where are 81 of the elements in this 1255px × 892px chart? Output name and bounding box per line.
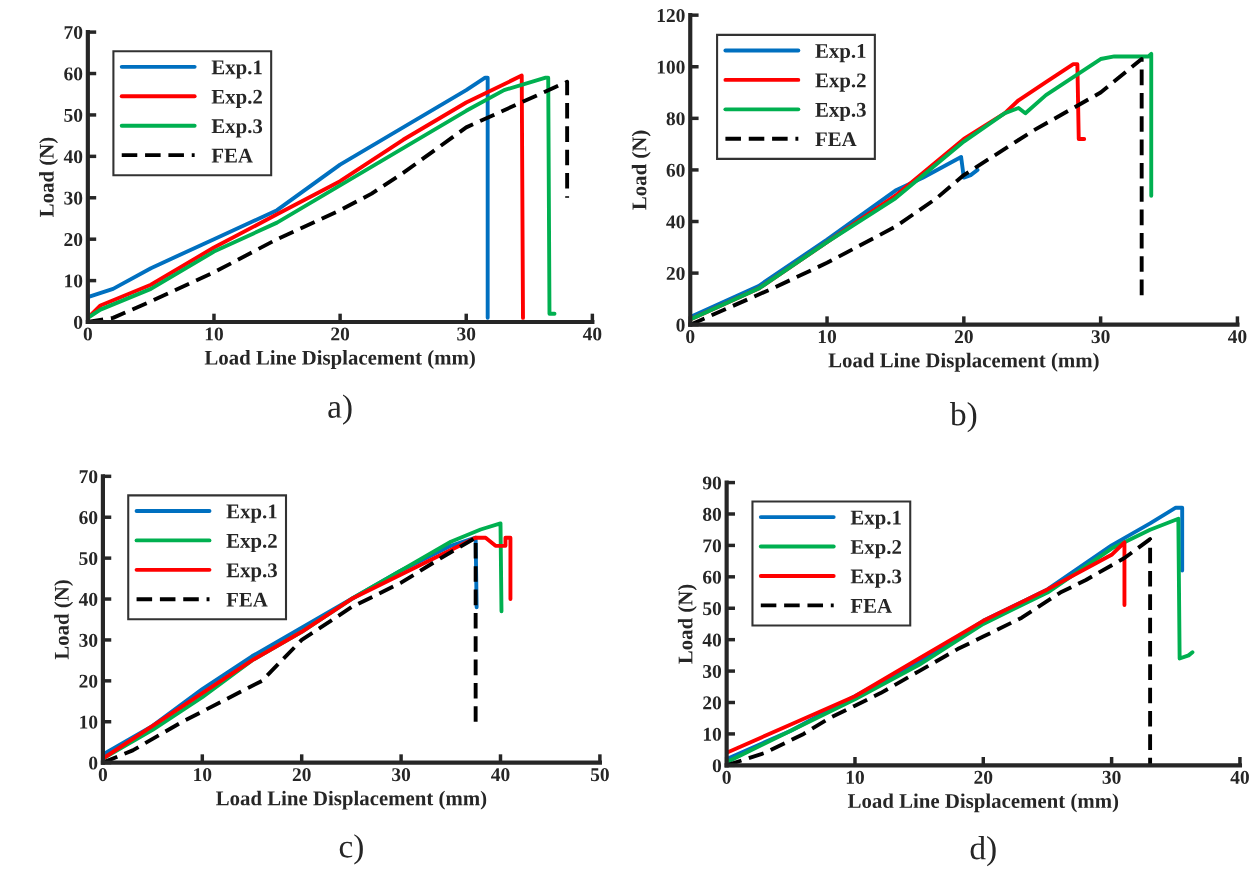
- x-tick-label: 20: [292, 768, 311, 782]
- x-tick-label: 10: [194, 768, 212, 782]
- y-tick-label: 20: [79, 674, 98, 688]
- y-tick-label: 10: [65, 274, 83, 288]
- y-tick-label: 20: [703, 696, 722, 710]
- y-tick-label: 80: [666, 112, 685, 126]
- text: a): [328, 394, 352, 425]
- y-tick-label: 30: [64, 191, 83, 205]
- y-tick-label: 60: [79, 511, 98, 525]
- x-tick-label: 40: [1227, 330, 1247, 344]
- x-axis-title: Load Line Displacement (mm): [847, 793, 1119, 813]
- y-tick-label: 60: [666, 163, 685, 177]
- y-tick-label: 100: [657, 60, 685, 74]
- x-tick-label: 50: [590, 768, 609, 782]
- y-axis-title: Load (N): [631, 130, 651, 210]
- legend-label: Exp.3: [815, 102, 866, 122]
- y-tick-label: 70: [79, 470, 98, 484]
- x-axis-title: Load Line Displacement (mm): [204, 350, 475, 369]
- legend-label: Exp.1: [850, 510, 901, 529]
- x-tick-label: 10: [205, 327, 223, 341]
- y-tick-label: 40: [78, 592, 98, 606]
- x-tick-label: 30: [1091, 330, 1110, 344]
- legend-label: FEA: [815, 132, 857, 147]
- y-tick-label: 0: [712, 759, 722, 773]
- x-tick-label: 0: [686, 330, 695, 344]
- legend-label: Exp.3: [226, 563, 277, 582]
- legend-label: Exp.2: [211, 89, 262, 109]
- text: b): [949, 402, 977, 433]
- y-tick-label: 50: [64, 108, 83, 122]
- x-tick-label: 20: [954, 330, 973, 344]
- x-tick-label: 20: [974, 770, 993, 784]
- y-tick-label: 0: [89, 756, 98, 770]
- y-axis-title: Load (N): [54, 580, 74, 660]
- x-tick-label: 40: [582, 327, 602, 341]
- x-tick-label: 30: [457, 327, 476, 341]
- y-tick-label: 70: [64, 25, 83, 40]
- text: c): [339, 834, 363, 865]
- x-axis-title: Load Line Displacement (mm): [828, 352, 1099, 372]
- legend-label: FEA: [850, 598, 892, 613]
- y-tick-label: 0: [676, 318, 685, 332]
- x-tick-label: 40: [491, 768, 510, 782]
- x-tick-label: 30: [1102, 770, 1121, 784]
- y-tick-label: 20: [666, 266, 685, 281]
- x-tick-label: 0: [98, 768, 108, 782]
- legend-label: Exp.1: [226, 504, 277, 523]
- y-tick-label: 80: [702, 507, 722, 521]
- legend-label: Exp.2: [815, 73, 866, 92]
- x-tick-label: 20: [331, 327, 350, 341]
- legend-label: FEA: [226, 592, 268, 607]
- legend-label: Exp.2: [226, 533, 277, 553]
- y-tick-label: 70: [703, 539, 722, 553]
- legend-label: Exp.3: [211, 119, 263, 138]
- y-tick-label: 0: [74, 315, 83, 329]
- legend-label: Exp.2: [850, 540, 902, 559]
- y-axis-title: Load (N): [677, 584, 697, 664]
- y-tick-label: 90: [702, 476, 722, 490]
- y-tick-label: 10: [703, 727, 722, 741]
- x-axis-title: Load Line Displacement (mm): [216, 790, 487, 810]
- y-tick-label: 40: [666, 215, 685, 229]
- y-tick-label: 50: [79, 551, 98, 566]
- legend-label: Exp.1: [815, 44, 866, 63]
- y-tick-label: 60: [64, 67, 83, 81]
- y-tick-label: 30: [79, 633, 98, 647]
- x-tick-label: 40: [1230, 770, 1249, 784]
- y-tick-label: 10: [80, 715, 98, 729]
- y-tick-label: 20: [64, 233, 83, 247]
- x-tick-label: 10: [818, 330, 837, 344]
- legend-label: Exp.3: [850, 569, 902, 588]
- x-tick-label: 0: [722, 770, 731, 784]
- x-tick-label: 10: [846, 770, 864, 784]
- legend-label: FEA: [211, 148, 253, 163]
- legend-label: Exp.1: [211, 60, 262, 79]
- y-tick-label: 120: [657, 8, 685, 23]
- y-tick-label: 50: [703, 602, 722, 616]
- y-axis-title: Load (N): [39, 137, 58, 217]
- y-tick-label: 40: [702, 633, 722, 647]
- y-tick-label: 40: [63, 150, 83, 164]
- y-tick-label: 60: [703, 570, 722, 584]
- x-tick-label: 30: [392, 768, 411, 782]
- text: d): [970, 836, 996, 867]
- y-tick-label: 30: [703, 664, 722, 679]
